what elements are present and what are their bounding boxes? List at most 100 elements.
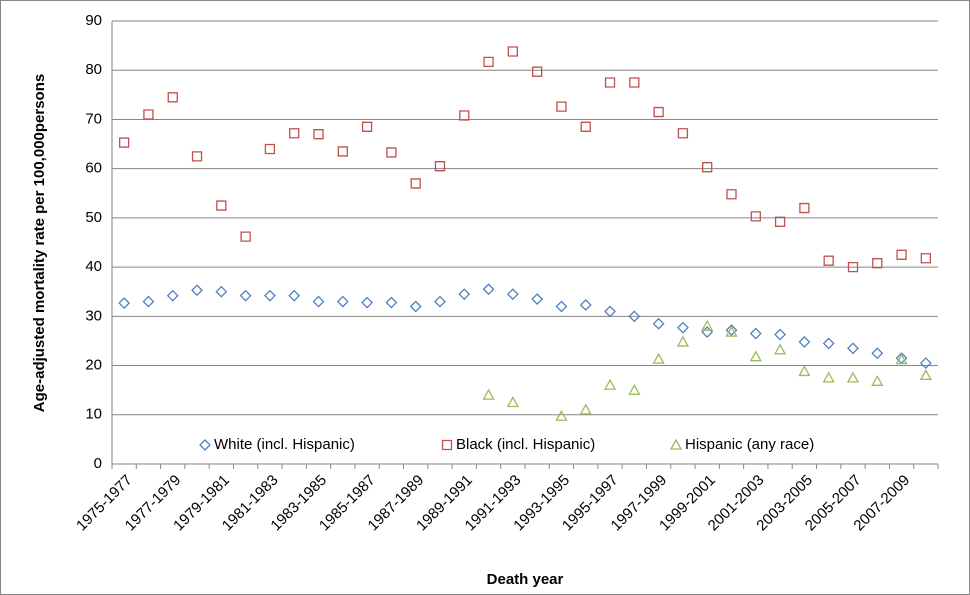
- x-axis-title: Death year: [487, 571, 564, 588]
- marker: [872, 258, 883, 269]
- marker: [798, 365, 811, 377]
- marker: [482, 283, 495, 296]
- marker: [628, 383, 641, 395]
- marker: [749, 327, 762, 340]
- marker: [531, 293, 544, 306]
- marker: [871, 374, 884, 386]
- y-tick-label: 60: [85, 160, 102, 177]
- marker: [702, 162, 713, 173]
- marker: [580, 121, 591, 132]
- marker: [386, 147, 397, 158]
- marker: [167, 92, 178, 103]
- marker: [919, 369, 932, 381]
- marker: [459, 110, 470, 121]
- marker: [434, 161, 446, 172]
- marker: [118, 297, 131, 309]
- marker: [799, 202, 810, 214]
- marker: [507, 46, 519, 57]
- marker: [822, 337, 835, 350]
- legend-marker: [441, 439, 453, 451]
- marker: [556, 101, 567, 112]
- marker: [749, 350, 762, 362]
- marker: [604, 77, 616, 88]
- marker: [458, 288, 471, 301]
- marker: [652, 317, 665, 330]
- marker: [677, 128, 689, 139]
- y-tick-label: 70: [85, 110, 102, 127]
- marker: [434, 295, 446, 308]
- marker: [920, 253, 932, 264]
- marker: [264, 143, 276, 155]
- marker: [726, 189, 737, 200]
- marker: [555, 300, 568, 313]
- marker: [579, 299, 592, 311]
- marker: [289, 128, 300, 139]
- marker: [555, 409, 568, 421]
- marker: [750, 211, 761, 222]
- marker: [216, 200, 227, 211]
- marker: [361, 121, 373, 132]
- marker: [143, 109, 154, 120]
- y-tick-label: 20: [85, 357, 102, 374]
- marker: [336, 295, 349, 308]
- marker: [676, 335, 690, 347]
- marker: [919, 357, 932, 370]
- marker: [482, 388, 495, 400]
- marker: [191, 151, 203, 162]
- marker: [506, 396, 519, 408]
- marker: [725, 324, 738, 337]
- marker: [846, 371, 860, 383]
- marker: [191, 284, 203, 297]
- marker: [409, 300, 422, 313]
- marker: [774, 216, 786, 227]
- y-tick-label: 80: [85, 61, 102, 78]
- marker: [603, 378, 617, 390]
- y-axis-title: Age-adjusted mortality rate per 100,000p…: [31, 74, 48, 412]
- marker: [798, 336, 811, 348]
- marker: [652, 352, 665, 364]
- marker: [628, 310, 641, 323]
- marker: [166, 289, 179, 302]
- marker: [361, 296, 374, 309]
- marker: [604, 305, 616, 318]
- marker: [118, 137, 130, 148]
- marker: [823, 255, 834, 266]
- marker: [896, 249, 907, 260]
- marker: [239, 289, 252, 302]
- marker: [701, 319, 714, 331]
- marker: [653, 106, 664, 118]
- marker: [773, 343, 787, 355]
- marker: [676, 321, 689, 334]
- marker: [629, 77, 640, 88]
- marker: [410, 178, 421, 189]
- y-tick-label: 50: [85, 209, 102, 226]
- marker: [579, 403, 592, 415]
- marker: [483, 56, 494, 68]
- y-tick-label: 30: [85, 307, 102, 324]
- y-tick-label: 0: [94, 455, 102, 472]
- legend-label: Hispanic (any race): [685, 436, 814, 453]
- marker: [774, 328, 787, 341]
- marker: [337, 146, 348, 157]
- marker: [847, 342, 859, 355]
- marker: [822, 371, 835, 383]
- marker: [385, 296, 398, 309]
- legend-label: Black (incl. Hispanic): [456, 436, 595, 453]
- marker: [531, 66, 543, 77]
- y-tick-label: 90: [85, 12, 102, 29]
- marker: [263, 289, 276, 302]
- marker: [240, 231, 251, 242]
- marker: [215, 285, 228, 298]
- marker: [847, 261, 859, 273]
- legend-marker: [669, 438, 683, 450]
- marker: [871, 347, 884, 360]
- y-tick-label: 40: [85, 258, 102, 275]
- legend-marker: [199, 439, 211, 451]
- marker: [506, 288, 519, 301]
- marker: [725, 325, 738, 337]
- marker: [142, 295, 155, 308]
- marker: [895, 353, 908, 365]
- marker: [313, 129, 324, 140]
- marker: [312, 295, 325, 308]
